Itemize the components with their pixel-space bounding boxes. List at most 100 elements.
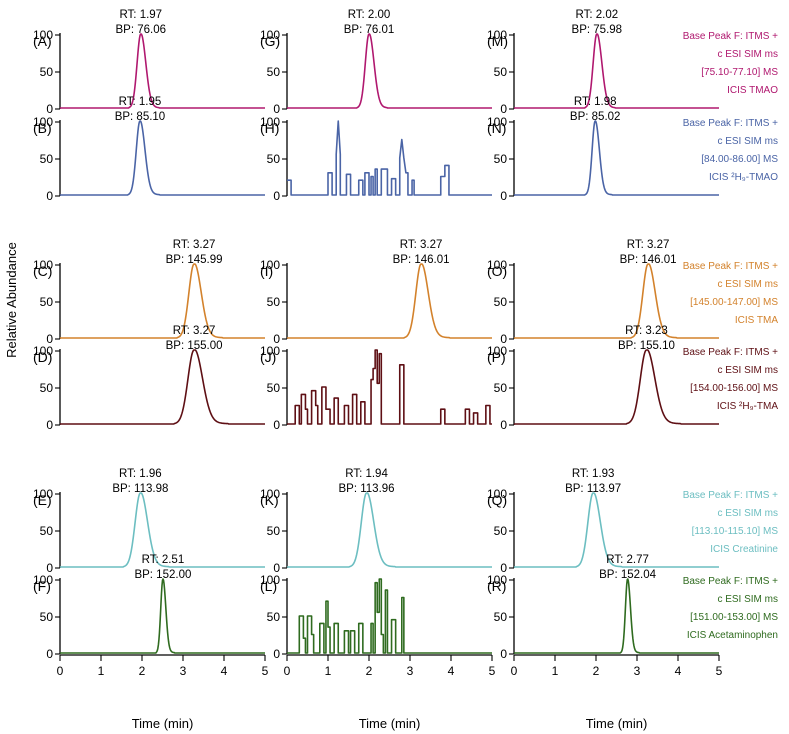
rt-annotation: RT: 1.95 [119, 96, 162, 108]
legend-line: [154.00-156.00] MS [690, 383, 778, 394]
panel-o: 0 50 100(O) RT: 3.27 BP: 146.01 [487, 239, 720, 346]
y-tick-label: 100 [33, 344, 53, 358]
legend-line: c ESI SIM ms [717, 365, 778, 376]
panel-label: (E) [33, 492, 52, 508]
y-tick-label: 100 [260, 28, 280, 42]
panel-label: (B) [33, 120, 52, 136]
series-line [513, 349, 720, 425]
panel-c: 0 50 100(C) RT: 3.27 BP: 145.99 [33, 239, 266, 346]
panel-f: 0 50 100(F) RT: 2.51 BP: 152.00 0 1 2 3 4 5 [33, 554, 269, 678]
rt-annotation: RT: 3.27 [173, 239, 216, 251]
series-line [59, 578, 266, 654]
panel-label: (L) [260, 578, 277, 594]
series-line [287, 120, 492, 196]
y-tick-label: 100 [260, 487, 280, 501]
y-tick-label: 0 [273, 647, 280, 661]
legend-line: Base Peak F: ITMS + [683, 261, 778, 272]
panel-label: (I) [260, 263, 273, 279]
panel-n: 0 50 100(N) RT: 1.98 BP: 85.02 [487, 96, 720, 203]
y-tick-label: 0 [46, 332, 53, 346]
x-axis-title: Time (min) [586, 716, 648, 731]
panel-label: (C) [33, 263, 52, 279]
panel-label: (O) [487, 263, 507, 279]
series-line [59, 492, 266, 568]
x-axis-title: Time (min) [359, 716, 421, 731]
y-tick-label: 100 [260, 573, 280, 587]
legend-row-1: Base Peak F: ITMS + c ESI SIM ms [75.10-77… [683, 31, 779, 96]
legend-line: ICIS ²H₉-TMA [717, 401, 779, 412]
panel-label: (R) [487, 578, 506, 594]
y-tick-label: 100 [487, 573, 507, 587]
x-tick-label: 5 [489, 664, 496, 678]
y-tick-label: 50 [267, 524, 281, 538]
legend-line: [145.00-147.00] MS [690, 297, 778, 308]
bp-annotation: BP: 146.01 [393, 254, 450, 266]
series-line [59, 349, 266, 425]
x-tick-label: 2 [366, 664, 373, 678]
x-tick-label: 5 [716, 664, 723, 678]
series-line [513, 263, 720, 339]
series-line [513, 578, 720, 654]
panel-g: 0 50 100(G) RT: 2.00 BP: 76.01 [260, 9, 493, 116]
y-tick-label: 50 [494, 381, 508, 395]
legend-row-3: Base Peak F: ITMS + c ESI SIM ms [145.00-1… [683, 261, 779, 326]
x-tick-label: 3 [180, 664, 187, 678]
legend-line: Base Peak F: ITMS + [683, 118, 778, 129]
y-tick-label: 100 [487, 487, 507, 501]
series-line [513, 33, 720, 109]
legend-row-5: Base Peak F: ITMS + c ESI SIM ms [113.10-1… [683, 490, 779, 555]
y-tick-label: 50 [494, 524, 508, 538]
bp-annotation: BP: 155.10 [618, 340, 675, 352]
panel-m: 0 50 100(M) RT: 2.02 BP: 75.98 [487, 9, 720, 116]
y-tick-label: 0 [46, 189, 53, 203]
series-line [286, 492, 493, 568]
series-line [287, 578, 492, 654]
x-tick-label: 4 [221, 664, 228, 678]
bp-annotation: BP: 145.99 [166, 254, 223, 266]
y-tick-label: 50 [40, 152, 54, 166]
legend-line: Base Peak F: ITMS + [683, 490, 778, 501]
y-tick-label: 100 [33, 573, 53, 587]
y-tick-label: 100 [33, 258, 53, 272]
y-tick-label: 50 [40, 295, 54, 309]
y-tick-label: 0 [46, 418, 53, 432]
legend-line: Base Peak F: ITMS + [683, 347, 778, 358]
bp-annotation: BP: 76.01 [344, 24, 395, 36]
x-tick-label: 1 [98, 664, 105, 678]
x-tick-label: 5 [262, 664, 269, 678]
panel-q: 0 50 100(Q) RT: 1.93 BP: 113.97 [487, 468, 720, 575]
bp-annotation: BP: 85.10 [115, 111, 166, 123]
legend-row-4: Base Peak F: ITMS + c ESI SIM ms [154.00-1… [683, 347, 779, 412]
legend-line: ICIS Creatinine [710, 544, 778, 555]
series-line [286, 263, 493, 339]
legend-row-6: Base Peak F: ITMS + c ESI SIM ms [151.00-1… [683, 576, 779, 641]
panel-i: 0 50 100(I) RT: 3.27 BP: 146.01 [260, 239, 493, 346]
y-tick-label: 100 [487, 28, 507, 42]
series-line [59, 120, 266, 196]
x-tick-label: 0 [284, 664, 291, 678]
series-line [59, 33, 266, 109]
x-tick-label: 2 [139, 664, 146, 678]
y-tick-label: 0 [273, 332, 280, 346]
y-tick-label: 50 [494, 295, 508, 309]
y-tick-label: 0 [46, 647, 53, 661]
panel-a: 0 50 100(A) RT: 1.97 BP: 76.06 [33, 9, 266, 116]
panel-e: 0 50 100(E) RT: 1.96 BP: 113.98 [33, 468, 266, 575]
bp-annotation: BP: 75.98 [572, 24, 623, 36]
x-tick-label: 3 [634, 664, 641, 678]
y-tick-label: 50 [267, 152, 281, 166]
y-tick-label: 0 [500, 189, 507, 203]
legend-line: c ESI SIM ms [717, 508, 778, 519]
x-tick-label: 0 [57, 664, 64, 678]
legend-line: [151.00-153.00] MS [690, 612, 778, 623]
series-line [286, 33, 493, 109]
legend-line: Base Peak F: ITMS + [683, 31, 778, 42]
legend-line: c ESI SIM ms [717, 279, 778, 290]
x-tick-label: 1 [552, 664, 559, 678]
y-tick-label: 50 [40, 65, 54, 79]
series-line [513, 492, 720, 568]
y-tick-label: 100 [33, 487, 53, 501]
y-tick-label: 50 [267, 295, 281, 309]
y-tick-label: 100 [487, 115, 507, 129]
